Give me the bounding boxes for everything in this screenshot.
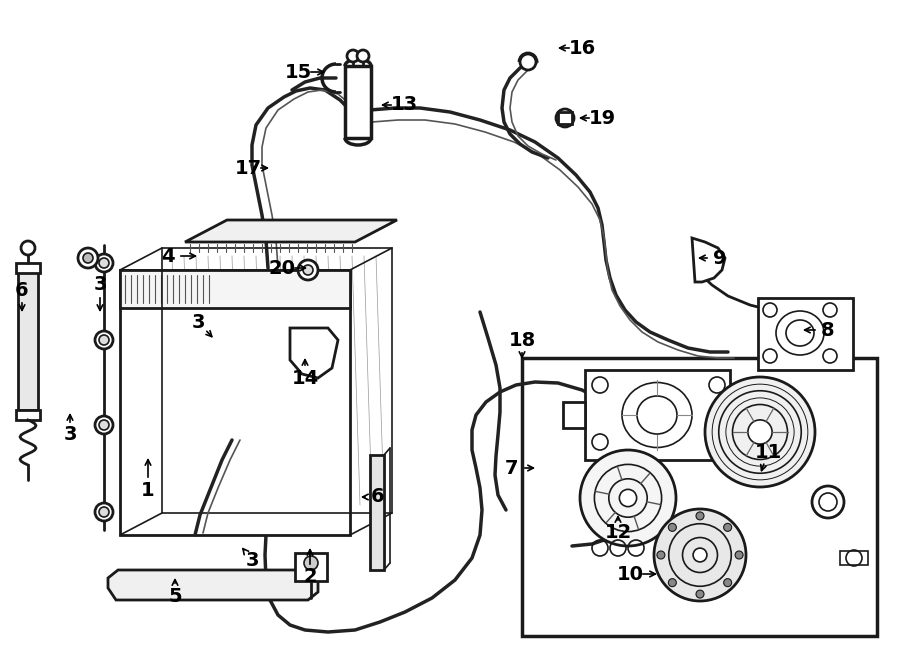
Circle shape	[669, 578, 677, 587]
Bar	[18, 265, 38, 410]
Circle shape	[99, 258, 109, 268]
Circle shape	[95, 254, 113, 272]
Circle shape	[303, 265, 313, 275]
Text: 9: 9	[713, 249, 727, 268]
Circle shape	[669, 524, 677, 531]
Circle shape	[735, 551, 743, 559]
Circle shape	[592, 377, 608, 393]
Text: 6: 6	[15, 280, 29, 299]
Text: 17: 17	[234, 159, 262, 178]
Circle shape	[592, 434, 608, 450]
Polygon shape	[120, 270, 350, 535]
Bar	[370, 455, 384, 570]
Text: 5: 5	[168, 586, 182, 605]
Circle shape	[99, 335, 109, 345]
Text: 14: 14	[292, 368, 319, 387]
Bar	[345, 66, 371, 138]
Text: 12: 12	[605, 524, 632, 543]
Bar	[840, 551, 868, 565]
Text: 20: 20	[268, 258, 295, 278]
Bar	[16, 263, 40, 273]
Polygon shape	[120, 270, 350, 308]
Polygon shape	[692, 238, 725, 282]
Bar	[563, 402, 585, 428]
Circle shape	[95, 416, 113, 434]
Circle shape	[823, 349, 837, 363]
Circle shape	[21, 241, 35, 255]
Text: 3: 3	[245, 551, 259, 570]
Circle shape	[83, 253, 93, 263]
Circle shape	[696, 590, 704, 598]
Circle shape	[78, 248, 98, 268]
Circle shape	[95, 331, 113, 349]
Circle shape	[99, 507, 109, 517]
Circle shape	[724, 524, 732, 531]
Bar	[585, 370, 730, 460]
Circle shape	[347, 50, 359, 62]
Circle shape	[654, 509, 746, 601]
Text: 1: 1	[141, 481, 155, 500]
Text: 15: 15	[284, 63, 311, 81]
Text: 19: 19	[589, 108, 616, 128]
Text: 18: 18	[508, 330, 536, 350]
Circle shape	[724, 578, 732, 587]
Circle shape	[693, 548, 706, 562]
Circle shape	[657, 551, 665, 559]
Circle shape	[763, 349, 777, 363]
Circle shape	[748, 420, 772, 444]
Circle shape	[357, 50, 369, 62]
Circle shape	[304, 556, 318, 570]
Text: 6: 6	[371, 488, 385, 506]
Circle shape	[580, 450, 676, 546]
Polygon shape	[108, 570, 318, 600]
Circle shape	[696, 512, 704, 520]
Bar	[16, 410, 40, 420]
Circle shape	[823, 303, 837, 317]
Bar	[522, 358, 877, 636]
Polygon shape	[290, 328, 338, 378]
Text: 3: 3	[191, 313, 205, 332]
Text: 8: 8	[821, 321, 835, 340]
Text: 11: 11	[754, 442, 781, 461]
Text: 7: 7	[505, 459, 518, 477]
Text: 16: 16	[569, 38, 596, 58]
Text: 3: 3	[94, 276, 107, 295]
Text: 4: 4	[161, 247, 175, 266]
Text: 10: 10	[616, 564, 643, 584]
Circle shape	[705, 377, 815, 487]
Circle shape	[95, 503, 113, 521]
Circle shape	[520, 54, 536, 70]
Circle shape	[556, 109, 574, 127]
Bar	[295, 553, 327, 581]
Text: 3: 3	[63, 426, 76, 444]
Circle shape	[619, 489, 636, 506]
Circle shape	[99, 420, 109, 430]
Circle shape	[709, 377, 725, 393]
Text: 2: 2	[303, 568, 317, 586]
Bar	[558, 112, 572, 124]
Text: 13: 13	[391, 95, 418, 114]
Bar	[758, 298, 853, 370]
Circle shape	[812, 486, 844, 518]
Circle shape	[763, 303, 777, 317]
Circle shape	[298, 260, 318, 280]
Polygon shape	[185, 220, 397, 242]
